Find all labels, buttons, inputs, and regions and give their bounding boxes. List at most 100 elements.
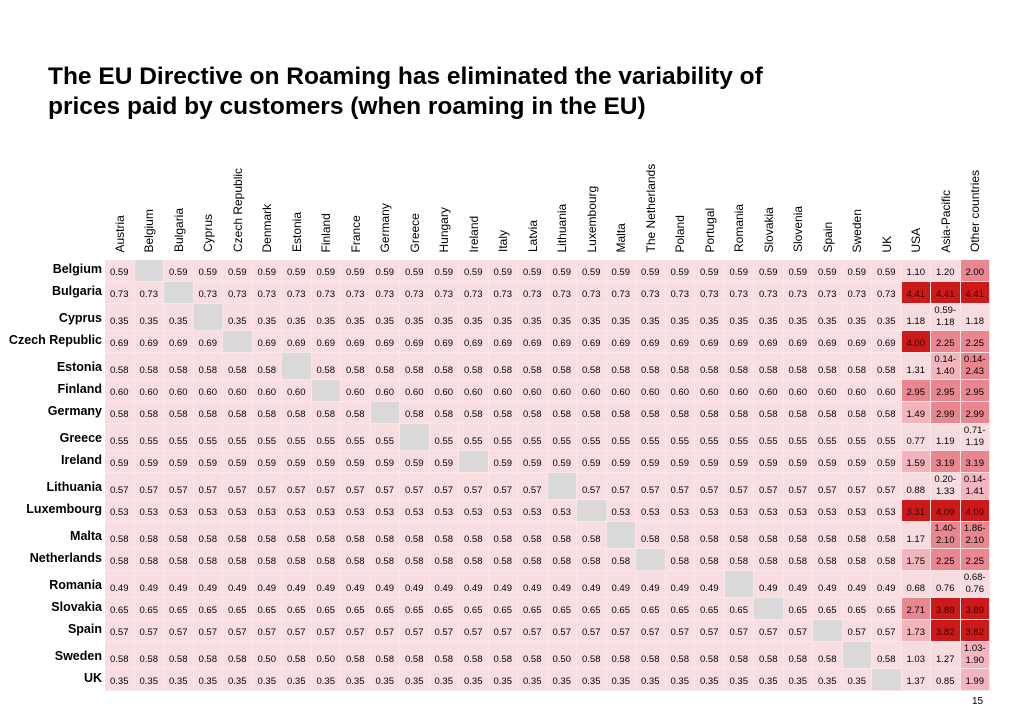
col-header: UK — [879, 235, 894, 252]
eu-price-cell: 0.60 — [754, 380, 784, 402]
eu-price-cell: 0.59 — [252, 260, 282, 282]
eu-price-cell: 0.58 — [665, 642, 695, 669]
blank-cell — [724, 571, 754, 598]
row-label: Greece — [59, 431, 102, 445]
eu-price-cell: 0.59 — [754, 260, 784, 282]
eu-price-cell: 0.35 — [695, 669, 725, 691]
eu-price-cell: 0.57 — [282, 473, 312, 500]
eu-price-cell: 0.35 — [370, 669, 400, 691]
eu-price-cell: 0.69 — [193, 331, 223, 353]
eu-price-cell: 0.59 — [311, 260, 341, 282]
eu-price-cell: 0.69 — [547, 331, 577, 353]
row-label: Ireland — [61, 453, 102, 467]
eu-price-cell: 0.59 — [193, 260, 223, 282]
eu-price-cell: 0.57 — [252, 473, 282, 500]
eu-price-cell: 0.35 — [754, 669, 784, 691]
row-label: Belgium — [52, 262, 102, 276]
eu-price-cell: 0.58 — [754, 549, 784, 571]
eu-price-cell: 0.58 — [872, 522, 902, 549]
eu-price-cell: 0.57 — [606, 620, 636, 642]
eu-price-cell: 0.49 — [695, 571, 725, 598]
eu-price-cell: 0.53 — [341, 500, 371, 522]
eu-price-cell: 0.65 — [724, 598, 754, 620]
eu-price-cell: 0.58 — [223, 642, 253, 669]
eu-price-cell: 0.58 — [193, 642, 223, 669]
eu-price-cell: 0.57 — [164, 473, 194, 500]
eu-price-cell: 0.57 — [754, 620, 784, 642]
eu-price-cell: 0.59 — [813, 260, 843, 282]
roaming-price-table: Austria Belgium Bulgaria Cyprus Czech Republ… — [0, 148, 1024, 709]
eu-price-cell: 0.58 — [459, 642, 489, 669]
usa-price-cell: 4.00 — [901, 331, 931, 353]
eu-price-cell: 0.58 — [488, 549, 518, 571]
eu-price-cell: 0.35 — [311, 304, 341, 331]
eu-price-cell: 0.65 — [193, 598, 223, 620]
other-price-cell: 2.95 — [960, 380, 990, 402]
eu-price-cell: 0.73 — [754, 282, 784, 304]
eu-price-cell: 0.49 — [311, 571, 341, 598]
eu-price-cell: 0.59 — [813, 451, 843, 473]
eu-price-cell: 0.58 — [695, 353, 725, 380]
eu-price-cell: 0.59 — [488, 260, 518, 282]
eu-price-cell: 0.35 — [134, 304, 164, 331]
eu-price-cell: 0.65 — [577, 598, 607, 620]
eu-price-cell: 0.58 — [223, 353, 253, 380]
eu-price-cell: 0.49 — [193, 571, 223, 598]
row-label: Estonia — [56, 360, 102, 374]
eu-price-cell: 0.50 — [311, 642, 341, 669]
blank-cell — [134, 260, 164, 282]
eu-price-cell: 0.73 — [429, 282, 459, 304]
eu-price-cell: 0.53 — [105, 500, 135, 522]
eu-price-cell: 0.73 — [783, 282, 813, 304]
eu-price-cell: 0.59 — [577, 451, 607, 473]
col-header: Ireland — [466, 215, 481, 252]
eu-price-cell: 0.58 — [606, 642, 636, 669]
usa-price-cell: 0.77 — [901, 424, 931, 451]
eu-price-cell: 0.57 — [695, 473, 725, 500]
eu-price-cell: 0.65 — [488, 598, 518, 620]
col-header: France — [348, 214, 363, 252]
eu-price-cell: 0.58 — [282, 522, 312, 549]
eu-price-cell: 0.65 — [872, 598, 902, 620]
eu-price-cell: 0.69 — [842, 331, 872, 353]
eu-price-cell: 0.58 — [164, 642, 194, 669]
eu-price-cell: 0.35 — [665, 669, 695, 691]
eu-price-cell: 0.58 — [429, 353, 459, 380]
asia-price-cell: 2.25 — [931, 549, 961, 571]
eu-price-cell: 0.58 — [193, 402, 223, 424]
eu-price-cell: 0.58 — [783, 353, 813, 380]
eu-price-cell: 0.73 — [636, 282, 666, 304]
eu-price-cell: 0.59 — [370, 451, 400, 473]
eu-price-cell: 0.57 — [400, 620, 430, 642]
eu-price-cell: 0.53 — [754, 500, 784, 522]
other-price-cell: 3.82 — [960, 620, 990, 642]
col-header: Asia-Pacific — [938, 189, 953, 252]
eu-price-cell: 0.53 — [606, 500, 636, 522]
eu-price-cell: 0.73 — [370, 282, 400, 304]
eu-price-cell: 0.55 — [488, 424, 518, 451]
eu-price-cell: 0.69 — [724, 331, 754, 353]
eu-price-cell: 0.58 — [636, 522, 666, 549]
eu-price-cell: 0.59 — [252, 451, 282, 473]
eu-price-cell: 0.58 — [105, 549, 135, 571]
eu-price-cell: 0.60 — [223, 380, 253, 402]
eu-price-cell: 0.57 — [223, 473, 253, 500]
eu-price-cell: 0.58 — [518, 353, 548, 380]
eu-price-cell: 0.59 — [695, 260, 725, 282]
eu-price-cell: 0.35 — [282, 304, 312, 331]
eu-price-cell: 0.58 — [518, 522, 548, 549]
eu-price-cell: 0.57 — [754, 473, 784, 500]
eu-price-cell: 0.49 — [606, 571, 636, 598]
eu-price-cell: 0.58 — [872, 402, 902, 424]
eu-price-cell: 0.57 — [459, 473, 489, 500]
eu-price-cell: 0.58 — [488, 353, 518, 380]
eu-price-cell: 0.59 — [341, 260, 371, 282]
eu-price-cell: 0.35 — [636, 669, 666, 691]
eu-price-cell: 0.60 — [547, 380, 577, 402]
blank-cell — [754, 598, 784, 620]
eu-price-cell: 0.58 — [813, 402, 843, 424]
eu-price-cell: 0.35 — [665, 304, 695, 331]
eu-price-cell: 0.73 — [459, 282, 489, 304]
eu-price-cell: 0.65 — [105, 598, 135, 620]
eu-price-cell: 0.58 — [341, 402, 371, 424]
